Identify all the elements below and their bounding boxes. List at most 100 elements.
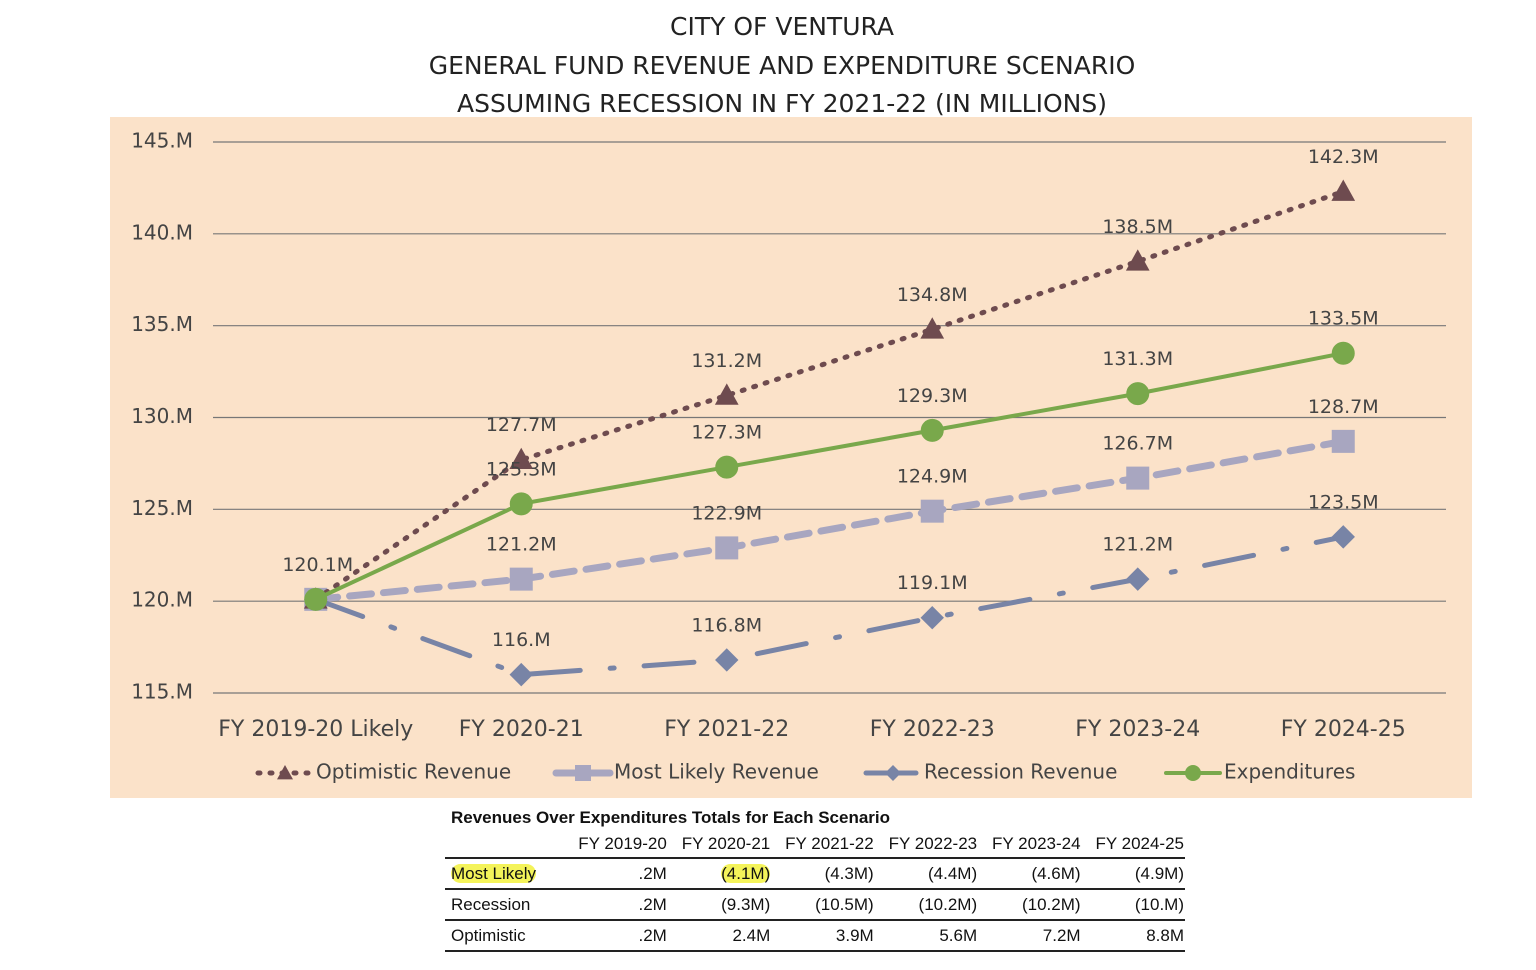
legend-marker: [277, 765, 293, 780]
table-cell: (4.1M): [668, 859, 771, 888]
table-cell: (10.2M): [875, 890, 978, 919]
data-label: 127.3M: [691, 422, 762, 444]
data-label: 128.7M: [1308, 396, 1379, 418]
cell-text: (4.3M): [824, 864, 874, 883]
marker: [1125, 249, 1150, 271]
table-cell: 3.9M: [771, 921, 874, 950]
data-label: 133.5M: [1308, 308, 1379, 330]
column-header: FY 2022-23: [888, 834, 978, 853]
data-label: 121.2M: [1102, 534, 1173, 556]
cell-text: (10.5M): [815, 895, 874, 914]
y-tick-label: 125.M: [131, 496, 193, 520]
cell-text: (4.9M): [1134, 864, 1184, 883]
marker: [509, 567, 533, 591]
marker: [509, 492, 533, 516]
cell-text: (4.1M): [721, 864, 771, 883]
table-title: Revenues Over Expenditures Totals for Ea…: [451, 808, 891, 827]
table-cell: (9.3M): [668, 890, 771, 919]
y-tick-label: 140.M: [131, 220, 193, 244]
cell-text: .2M: [638, 895, 667, 914]
cell-text: 3.9M: [835, 926, 874, 945]
data-label: 131.3M: [1102, 348, 1173, 370]
column-header: FY 2020-21: [681, 834, 771, 853]
y-tick-label: 135.M: [131, 312, 193, 336]
cell-text: (9.3M): [721, 895, 771, 914]
cell-text: 5.6M: [939, 926, 978, 945]
x-tick-label: FY 2024-25: [1281, 717, 1406, 742]
data-label: 127.7M: [486, 414, 557, 436]
cell-text: .2M: [638, 864, 667, 883]
marker: [920, 605, 944, 630]
table-row: Recession .2M (9.3M) (10.5M) (10.2M) (10.2M) (…: [445, 890, 1185, 921]
x-tick-label: FY 2022-23: [870, 717, 995, 742]
column-header: FY 2023-24: [992, 834, 1081, 853]
marker: [920, 499, 944, 523]
data-label: 116.M: [492, 629, 551, 651]
marker: [1126, 382, 1150, 406]
x-tick-label: FY 2023-24: [1075, 717, 1200, 742]
data-label: 124.9M: [897, 466, 968, 488]
table-cell: (10.2M): [978, 890, 1081, 919]
table-cell: .2M: [564, 921, 667, 950]
marker: [1331, 179, 1356, 201]
legend-label: Recession Revenue: [924, 760, 1117, 784]
marker: [714, 383, 739, 405]
series-line: [313, 189, 1346, 602]
data-label: 142.3M: [1308, 146, 1379, 168]
row-label-text: Most Likely: [451, 864, 537, 883]
cell-text: (10.2M): [1021, 895, 1081, 914]
legend-marker: [1185, 765, 1201, 781]
data-label: 121.2M: [486, 534, 557, 556]
summary-table: Revenues Over Expenditures Totals for Ea…: [445, 805, 1185, 952]
x-tick-label: FY 2019-20 Likely: [218, 717, 413, 742]
marker: [920, 317, 945, 339]
legend-label: Expenditures: [1224, 760, 1355, 784]
data-label: 125.3M: [486, 458, 557, 480]
marker: [1331, 341, 1355, 365]
chart-title: ASSUMING RECESSION IN FY 2021-22 (IN MIL…: [457, 89, 1107, 118]
table-cell: (4.4M): [875, 859, 978, 888]
marker: [715, 455, 739, 479]
x-tick-label: FY 2021-22: [664, 717, 789, 742]
marker: [509, 447, 534, 470]
legend-label: Most Likely Revenue: [614, 760, 819, 784]
chart-title: GENERAL FUND REVENUE AND EXPENDITURE SCE…: [429, 51, 1136, 80]
legend-label: Optimistic Revenue: [316, 760, 511, 784]
table-cell: 8.8M: [1082, 921, 1185, 950]
table-cell: (10.M): [1082, 890, 1185, 919]
series-line: [312, 437, 1347, 603]
cell-text: 8.8M: [1146, 926, 1184, 945]
marker: [1331, 525, 1355, 549]
data-label: 131.2M: [691, 350, 762, 372]
marker: [1126, 567, 1150, 591]
row-label: Optimistic: [445, 921, 564, 950]
marker: [1331, 429, 1355, 453]
cell-text: 2.4M: [732, 926, 771, 945]
table-row: Most Likely .2M (4.1M) (4.3M) (4.4M) (4.6M) (4…: [445, 859, 1185, 890]
column-header: FY 2021-22: [785, 834, 874, 853]
table-cell: 2.4M: [668, 921, 771, 950]
table-header: FY 2019-20 FY 2020-21 FY 2021-22 FY 2022-23…: [445, 831, 1185, 859]
cell-text: (10.2M): [918, 895, 978, 914]
table-cell: 7.2M: [978, 921, 1081, 950]
marker: [715, 536, 739, 560]
marker: [715, 648, 739, 672]
row-label: Recession: [445, 890, 564, 919]
y-tick-label: 120.M: [131, 588, 193, 612]
chart-title: CITY OF VENTURA: [670, 12, 894, 41]
marker: [509, 662, 533, 687]
column-header: FY 2024-25: [1095, 834, 1184, 853]
table-row: Optimistic .2M 2.4M 3.9M 5.6M 7.2M 8.8M: [445, 921, 1185, 952]
marker: [920, 418, 944, 442]
table-cell: .2M: [564, 859, 667, 888]
cell-text: (4.4M): [928, 864, 978, 883]
x-tick-label: FY 2020-21: [459, 717, 584, 742]
row-label-text: Optimistic: [451, 926, 526, 945]
y-tick-label: 115.M: [131, 680, 193, 704]
data-label: 134.8M: [897, 284, 968, 306]
marker: [304, 587, 328, 611]
cell-text: (4.6M): [1031, 864, 1081, 883]
table-cell: (4.6M): [978, 859, 1081, 888]
data-label: 122.9M: [691, 502, 762, 524]
